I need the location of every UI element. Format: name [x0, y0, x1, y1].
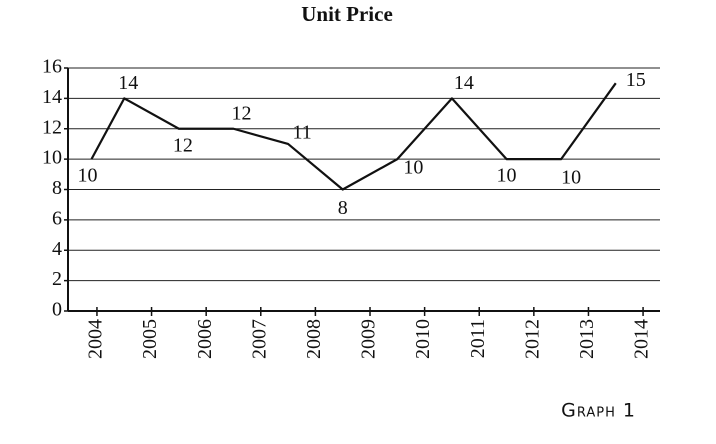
data-label: 12 [173, 134, 193, 156]
y-tick-label: 10 [42, 147, 62, 169]
x-tick-label: 2011 [467, 319, 489, 358]
data-label: 8 [338, 197, 348, 219]
data-label: 14 [454, 72, 474, 94]
data-label: 15 [626, 69, 646, 91]
y-tick-label: 12 [42, 116, 62, 138]
y-tick-label: 8 [52, 177, 62, 199]
x-tick-label: 2012 [521, 319, 543, 359]
data-label: 12 [231, 102, 251, 124]
x-tick-label: 2009 [358, 319, 380, 359]
x-tick-label: 2010 [412, 319, 434, 359]
y-tick-label: 0 [52, 299, 62, 321]
data-label: 11 [292, 122, 311, 144]
y-tick-label: 4 [52, 238, 62, 260]
chart-title: Unit Price [301, 2, 393, 26]
y-tick-label: 2 [52, 268, 62, 290]
x-tick-label: 2005 [139, 319, 161, 359]
y-tick-label: 16 [42, 56, 62, 78]
x-tick-label: 2014 [631, 319, 653, 359]
y-tick-label: 14 [42, 86, 62, 108]
data-label: 10 [561, 167, 581, 189]
data-label: 10 [403, 157, 423, 179]
x-tick-label: 2008 [303, 319, 325, 359]
caption: Graph 1 [561, 400, 636, 422]
x-tick-label: 2004 [85, 319, 107, 359]
data-label: 10 [77, 165, 97, 187]
data-label: 10 [497, 165, 517, 187]
line [90, 82, 617, 191]
x-tick-label: 2007 [248, 319, 270, 359]
y-tick-label: 6 [52, 207, 62, 229]
x-tick-label: 2006 [194, 319, 216, 359]
data-label: 14 [118, 72, 138, 94]
x-tick-label: 2013 [576, 319, 598, 359]
